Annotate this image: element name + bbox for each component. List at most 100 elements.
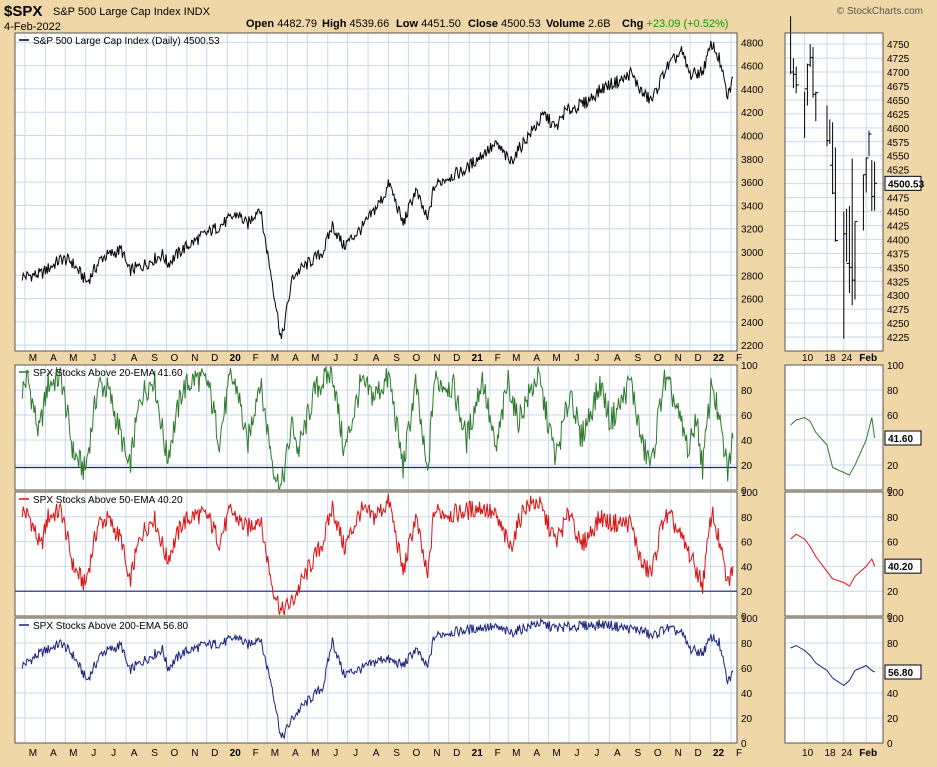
panel-title: SPX Stocks Above 20-EMA 41.60 [33,368,183,379]
panel-bg-zoom-0 [784,32,884,352]
x-tick-label: A [50,748,57,759]
x-tick-label: M [512,353,520,364]
close-field: Close 4500.53 [468,18,541,30]
y-tick-label: 20 [741,714,753,725]
x-tick-label: S [635,353,642,364]
x-tick-label: A [614,353,621,364]
panel-frame [14,491,738,617]
y-tick-label: 4400 [741,85,764,96]
y-tick-label: 4325 [887,277,910,288]
y-tick-label: 60 [741,411,753,422]
open-field: Open 4482.79 [246,18,317,30]
series-line [21,366,734,490]
zoom-x-tick-label: 10 [802,353,814,364]
x-tick-label: N [433,748,440,759]
y-tick-label: 80 [741,639,753,650]
last-value-flag [884,558,922,574]
y-tick-label: 2800 [741,271,764,282]
x-tick-label: J [91,353,96,364]
open-label: Open [246,18,275,30]
y-tick-label: 4475 [887,194,910,205]
y-tick-label: 4000 [741,132,764,143]
last-value-flag [884,664,922,680]
y-tick-label: 4700 [887,68,910,79]
y-tick-label: 20 [741,587,753,598]
x-tick-label: N [675,353,682,364]
open-value: 4482.79 [277,18,317,30]
y-tick-label: 2400 [741,318,764,329]
x-tick-label: O [413,748,421,759]
x-tick-label: M [271,353,279,364]
x-tick-label: F [495,353,501,364]
y-tick-label: 0 [741,612,747,623]
x-tick-label: F [736,748,742,759]
y-tick-label: 4225 [887,333,910,344]
y-tick-label: 4675 [887,82,910,93]
series-line [21,617,734,740]
x-tick-label: F [253,353,259,364]
y-tick-label: 2600 [741,295,764,306]
x-tick-label: A [131,748,138,759]
x-tick-label: F [495,748,501,759]
y-tick-label: 100 [741,361,758,372]
y-tick-label: 3800 [741,155,764,166]
x-tick-label: D [453,748,460,759]
x-tick-label: J [111,748,116,759]
x-tick-label: O [413,353,421,364]
y-tick-label: 100 [887,614,904,625]
x-tick-label: F [736,353,742,364]
x-tick-label: A [614,748,621,759]
x-tick-label: N [191,748,198,759]
change-field: Chg +23.09 (+0.52%) [622,18,728,30]
high-field: High 4539.66 [322,18,389,30]
y-tick-label: 4750 [887,40,910,51]
change-label: Chg [622,18,644,30]
y-tick-label: 100 [741,614,758,625]
x-tick-label: S [151,353,158,364]
x-tick-label: A [131,353,138,364]
y-tick-label: 20 [887,461,899,472]
x-tick-label: J [594,748,599,759]
panel-frame [784,617,884,744]
y-tick-label: 60 [887,538,899,549]
y-tick-label: 4600 [887,124,910,135]
zoom-x-tick-label: 18 [824,748,836,759]
x-tick-label: N [675,748,682,759]
y-tick-label: 0 [887,739,893,750]
y-tick-label: 3600 [741,178,764,189]
high-label: High [322,18,347,30]
x-tick-label: M [69,353,77,364]
x-tick-label: D [694,353,701,364]
y-tick-label: 4450 [887,208,910,219]
panel-title: SPX Stocks Above 50-EMA 40.20 [33,495,183,506]
panel-frame [14,32,738,352]
panel-frame [784,32,884,352]
y-tick-label: 4600 [741,62,764,73]
x-tick-label: A [373,353,380,364]
y-tick-label: 40 [887,689,899,700]
panel-title: S&P 500 Large Cap Index (Daily) 4500.53 [33,36,220,47]
x-tick-label: M [552,353,560,364]
volume-value: 2.6B [587,18,611,30]
last-value-label: 41.60 [888,434,913,445]
series-line [21,40,733,339]
zoom-x-tick-label: 10 [802,748,814,759]
close-value: 4500.53 [501,18,541,30]
y-tick-label: 4550 [887,152,910,163]
y-tick-label: 20 [887,714,899,725]
y-tick-label: 0 [887,486,893,497]
x-tick-label: S [393,353,400,364]
y-tick-label: 4625 [887,110,910,121]
y-tick-label: 80 [887,513,899,524]
y-tick-label: 4350 [887,263,910,274]
instrument-name: S&P 500 Large Cap Index INDX [53,6,210,18]
x-tick-label: J [575,748,580,759]
volume-field: Volume 2.6B [546,18,611,30]
x-tick-label: M [29,353,37,364]
y-tick-label: 100 [741,488,758,499]
brand-watermark[interactable]: © StockCharts.com [836,6,923,17]
y-tick-label: 80 [887,639,899,650]
x-tick-label: 20 [230,353,242,364]
panel-bg-zoom-1 [784,364,884,491]
